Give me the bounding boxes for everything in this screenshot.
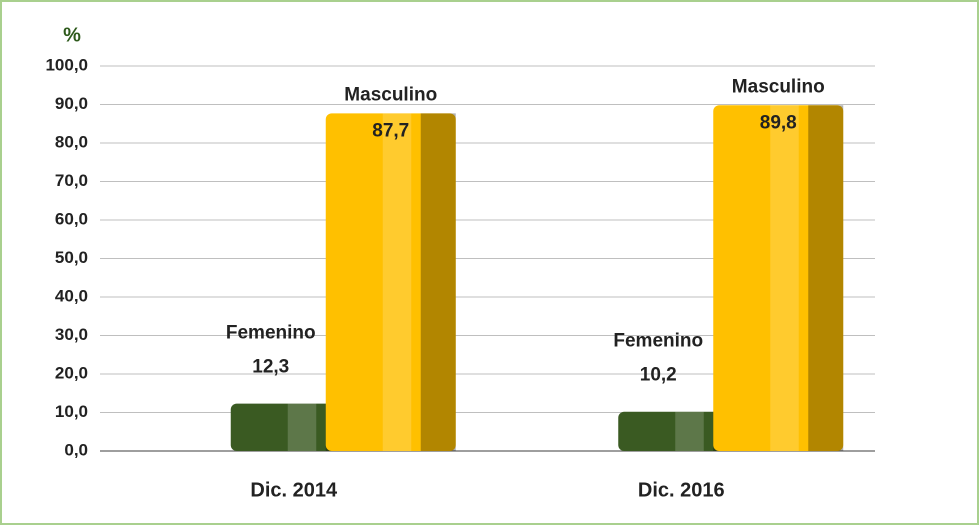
y-tick-label: 90,0 [55, 94, 88, 113]
data-label: 87,7 [372, 120, 409, 141]
bar-shade [420, 113, 456, 451]
bar-shade [808, 105, 844, 452]
bar-highlight [675, 411, 704, 451]
y-tick-label: 10,0 [55, 402, 88, 421]
bar [325, 113, 456, 451]
series-label: Masculino [732, 76, 825, 97]
y-tick-label: 100,0 [45, 55, 88, 74]
x-tick-label: Dic. 2014 [250, 479, 338, 501]
y-tick-label: 50,0 [55, 248, 88, 267]
series-label: Femenino [226, 323, 316, 344]
y-tick-label: 70,0 [55, 171, 88, 190]
y-tick-label: 40,0 [55, 286, 88, 305]
y-axis-label: % [63, 24, 81, 46]
y-tick-label: 30,0 [55, 325, 88, 344]
series-label: Femenino [613, 331, 703, 352]
data-label: 12,3 [252, 357, 289, 378]
y-tick-label: 20,0 [55, 363, 88, 382]
bar [713, 105, 844, 452]
y-tick-label: 60,0 [55, 209, 88, 228]
x-tick-label: Dic. 2016 [638, 479, 725, 501]
series-label: Masculino [344, 84, 437, 105]
bar-highlight [770, 105, 799, 452]
y-tick-label: 80,0 [55, 132, 88, 151]
data-label: 89,8 [760, 112, 797, 133]
bar-highlight [287, 403, 317, 451]
data-label: 10,2 [640, 365, 677, 386]
bar-highlight [382, 113, 412, 451]
y-tick-label: 0,0 [64, 440, 88, 459]
